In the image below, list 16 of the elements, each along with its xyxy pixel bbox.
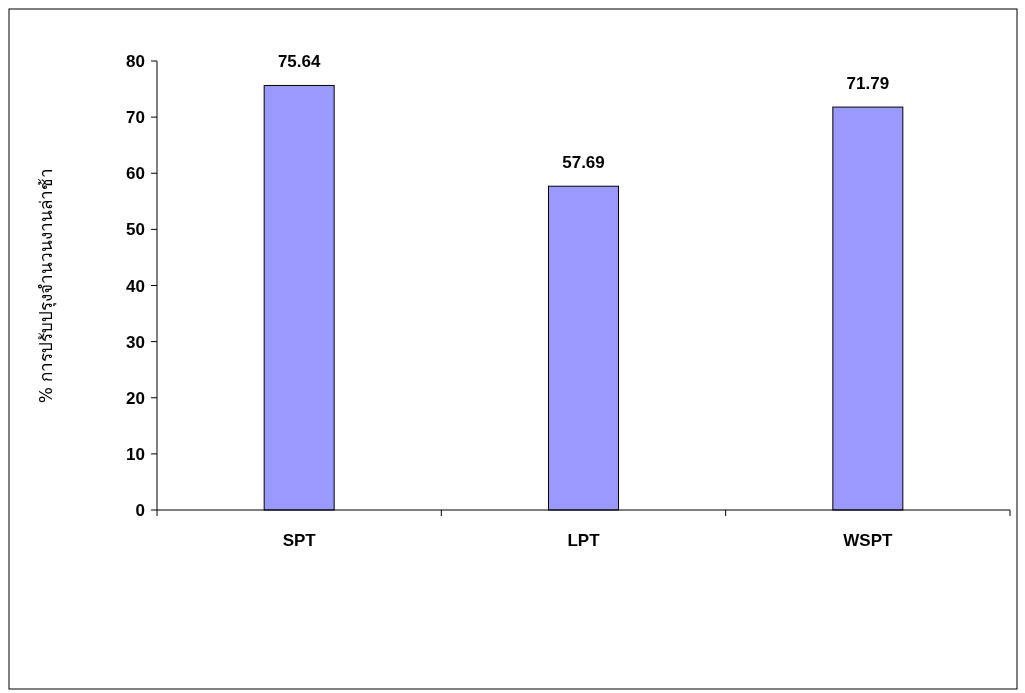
- y-tick-label: 10: [126, 444, 145, 464]
- y-tick-label: 70: [126, 108, 145, 128]
- y-axis-title: % การปรับปรุงจำนวนงานล่าช้า: [36, 167, 57, 404]
- x-tick-label: WSPT: [843, 531, 893, 550]
- y-tick-label: 80: [126, 52, 145, 71]
- data-label: 57.69: [562, 153, 605, 173]
- y-tick-label: 0: [135, 501, 145, 520]
- x-tick-label: SPT: [282, 531, 317, 550]
- data-label: 71.79: [846, 74, 890, 94]
- data-label: 75.64: [277, 52, 321, 72]
- y-tick-label: 20: [126, 388, 145, 408]
- y-tick-label: 30: [126, 332, 145, 352]
- y-tick-label: 60: [126, 164, 145, 184]
- y-tick-label: 50: [126, 220, 145, 240]
- y-tick-label: 40: [126, 276, 145, 296]
- x-tick-label: LPT: [567, 531, 601, 550]
